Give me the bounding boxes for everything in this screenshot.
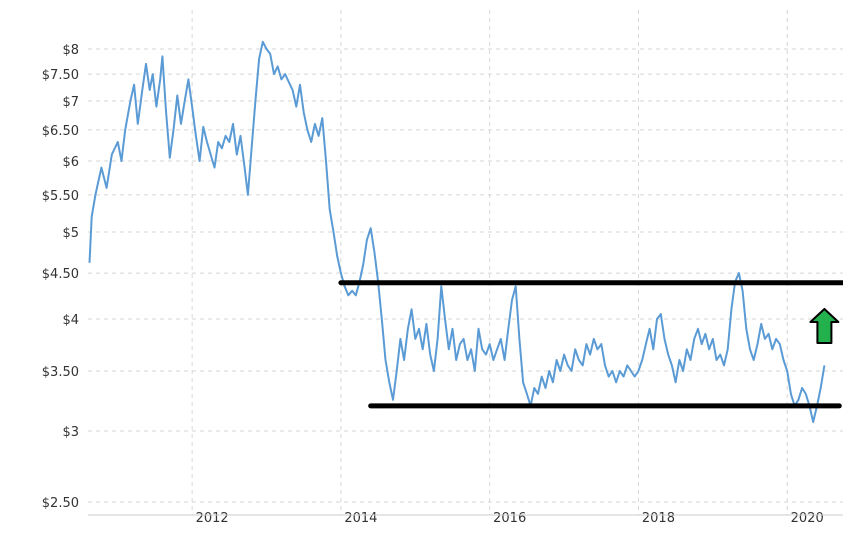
y-tick-label: $5 xyxy=(62,226,79,241)
x-tick-label: 2016 xyxy=(493,511,526,526)
y-tick-label: $6.50 xyxy=(42,124,79,139)
up-arrow-icon xyxy=(809,307,840,344)
x-tick-label: 2012 xyxy=(196,511,229,526)
y-tick-label: $8 xyxy=(62,43,79,58)
y-tick-label: $5.50 xyxy=(42,189,79,204)
x-tick-label: 2014 xyxy=(344,511,377,526)
axis-layer: $8 $7.50 $7 $6.50 $6 $5.50 $5 $4.50 $4 $3.50 $3 $2.… xyxy=(42,43,843,526)
x-tick-label: 2020 xyxy=(791,511,824,526)
annotation-layer xyxy=(338,280,843,409)
y-tick-label: $7.50 xyxy=(42,68,79,83)
y-tick-label: $3 xyxy=(62,425,79,440)
y-tick-label: $7 xyxy=(62,95,79,110)
y-tick-label: $4 xyxy=(62,313,79,328)
y-tick-label: $6 xyxy=(62,155,79,170)
y-tick-label: $2.50 xyxy=(42,496,79,511)
y-tick-label: $3.50 xyxy=(42,365,79,380)
x-tick-label: 2018 xyxy=(642,511,675,526)
series-layer xyxy=(88,40,826,423)
price-series-line xyxy=(88,40,826,423)
grid-layer xyxy=(88,10,843,515)
y-tick-label: $4.50 xyxy=(42,267,79,282)
